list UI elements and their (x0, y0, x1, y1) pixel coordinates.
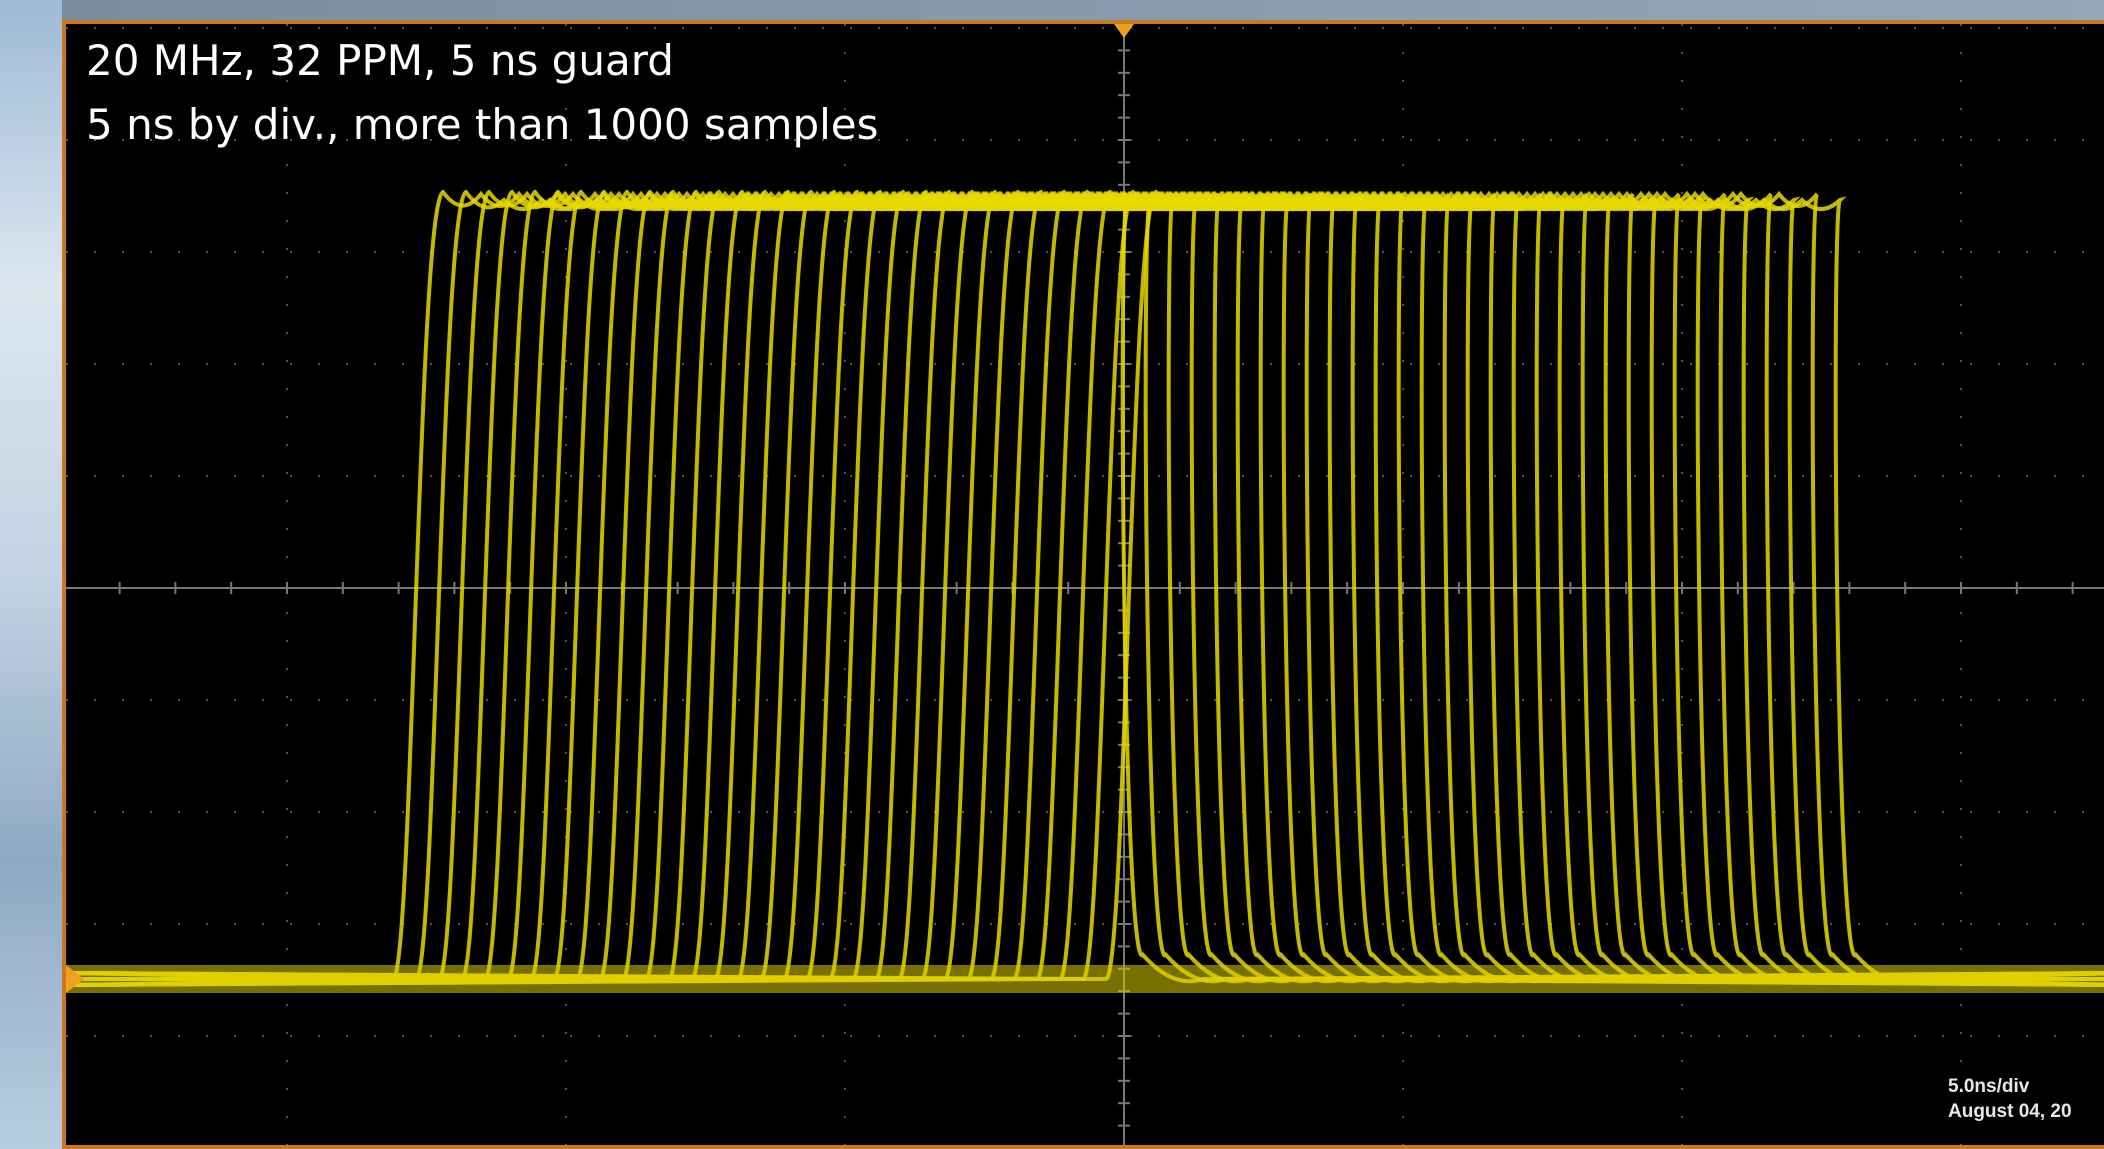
background-sky (0, 0, 62, 1149)
baseline-band (66, 965, 2104, 993)
date: August 04, 20 (1948, 1101, 2072, 1123)
annotation: 20 MHz, 32 PPM, 5 ns guard (86, 36, 674, 85)
waveform-display (66, 24, 2104, 1149)
timebase: 5.0ns/div (1948, 1076, 2029, 1098)
annotation: 5 ns by div., more than 1000 samples (86, 100, 879, 149)
oscilloscope-screen: 20 MHz, 32 PPM, 5 ns guard 5 ns by div.,… (62, 20, 2104, 1149)
page: 20 MHz, 32 PPM, 5 ns guard 5 ns by div.,… (0, 0, 2104, 1149)
trigger-marker (1114, 24, 1134, 38)
title-strip (62, 0, 2104, 20)
